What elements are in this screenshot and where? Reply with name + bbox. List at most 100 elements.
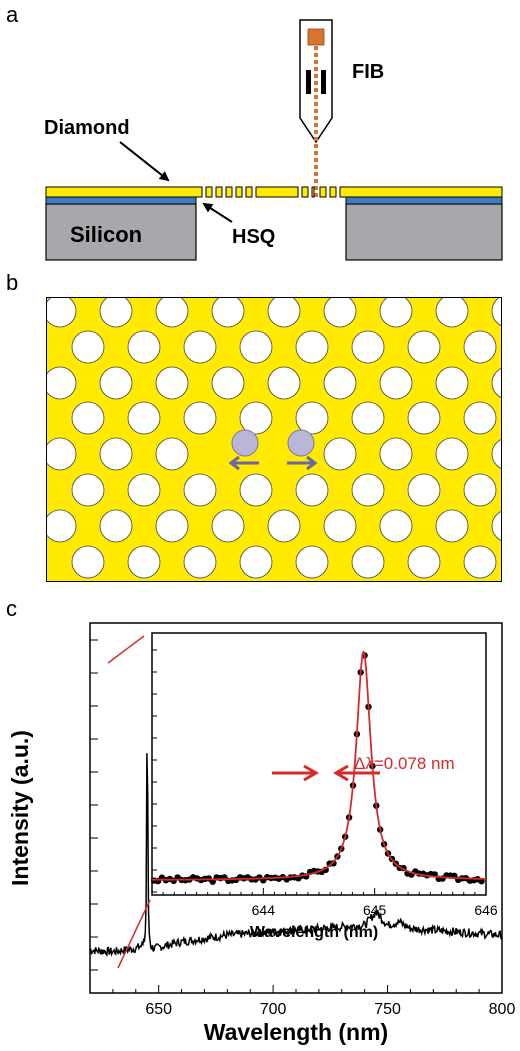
main-x-tick-label: 800	[489, 1001, 516, 1018]
fib-source	[307, 28, 325, 46]
crystal-hole	[267, 509, 301, 543]
crystal-hole	[239, 330, 273, 364]
diamond-label: Diamond	[44, 117, 130, 139]
crystal-hole	[295, 330, 329, 364]
panel-c-letter: c	[6, 596, 17, 621]
inset-x-axis-label: Wavelength (nm)	[250, 924, 378, 941]
crystal-hole	[71, 330, 105, 364]
crystal-hole	[224, 581, 232, 582]
crystal-hole	[183, 401, 217, 435]
inset-data-point	[330, 860, 337, 867]
crystal-hole	[127, 473, 161, 507]
crystal-hole	[71, 545, 105, 579]
crystal-hole	[239, 545, 273, 579]
defect-left	[231, 429, 259, 457]
hsq-right	[345, 196, 503, 205]
crystal-hole	[379, 366, 413, 400]
defect-right	[287, 429, 315, 457]
crystal-hole	[46, 366, 77, 400]
photonic-crystal	[46, 297, 520, 614]
crystal-hole	[351, 330, 385, 364]
crystal-hole	[280, 581, 288, 582]
crystal-hole	[155, 366, 189, 400]
crystal-hole	[155, 297, 189, 328]
diamond-membrane	[45, 186, 503, 198]
inset-x-tick-label: 646	[474, 902, 498, 918]
crystal-hole	[155, 509, 189, 543]
crystal-hole	[336, 581, 344, 582]
crystal-hole	[448, 581, 456, 582]
crystal-border	[46, 297, 502, 582]
main-x-ticks: 650 700 750 800	[89, 985, 516, 1018]
diamond-arrow	[119, 141, 170, 182]
crystal-hole	[323, 297, 357, 328]
crystal-hole	[491, 367, 502, 399]
fib-lens-left	[306, 70, 311, 94]
crystal-hole	[435, 509, 469, 543]
crystal-holes	[46, 297, 520, 614]
crystal-hole	[127, 330, 161, 364]
crystal-hole	[46, 297, 77, 328]
crystal-hole	[379, 437, 413, 471]
crystal-hole	[112, 581, 120, 582]
crystal-hole	[492, 582, 520, 614]
crystal-hole	[435, 366, 469, 400]
main-x-tick-label: 750	[374, 1001, 401, 1018]
crystal-hole	[99, 509, 133, 543]
silicon-right	[345, 203, 503, 261]
crystal-hole	[435, 297, 469, 328]
crystal-hole	[407, 545, 441, 579]
crystal-hole	[71, 401, 105, 435]
crystal-hole	[211, 297, 245, 328]
main-x-axis-label: Wavelength (nm)	[204, 1019, 388, 1045]
main-x-tick-label: 700	[260, 1001, 287, 1018]
inset-x-ticks: 644 645 646	[151, 649, 498, 918]
hsq-arrow	[202, 202, 233, 223]
silicon-label: Silicon	[70, 222, 142, 247]
inset-x-tick-label: 644	[252, 902, 276, 918]
linewidth-label: Δλ=0.078 nm	[354, 754, 455, 773]
fib-lens-right	[321, 70, 326, 94]
crystal-hole	[99, 366, 133, 400]
crystal-hole	[295, 545, 329, 579]
crystal-hole	[379, 297, 413, 328]
zoom-line-top	[107, 635, 145, 664]
crystal-hole	[351, 545, 385, 579]
crystal-hole	[491, 438, 502, 470]
crystal-hole	[71, 473, 105, 507]
shift-arrow-left	[228, 455, 259, 471]
panel-a-letter: a	[6, 2, 19, 27]
hsq-label: HSQ	[232, 226, 275, 248]
crystal-hole	[183, 545, 217, 579]
crystal-hole	[183, 473, 217, 507]
inset-lorentzian-fit	[152, 650, 486, 881]
crystal-hole	[463, 401, 497, 435]
crystal-hole	[463, 473, 497, 507]
crystal-hole	[295, 401, 329, 435]
crystal-hole	[211, 366, 245, 400]
fwhm-arrow-right	[333, 764, 380, 782]
crystal-hole	[323, 509, 357, 543]
main-y-ticks	[90, 639, 98, 971]
main-x-tick-label: 650	[145, 1001, 172, 1018]
crystal-hole	[407, 473, 441, 507]
crystal-hole	[323, 437, 357, 471]
fib-column	[299, 19, 333, 200]
crystal-hole	[155, 437, 189, 471]
crystal-hole	[211, 509, 245, 543]
crystal-hole	[351, 401, 385, 435]
crystal-hole	[127, 545, 161, 579]
crystal-hole	[407, 330, 441, 364]
crystal-hole	[379, 509, 413, 543]
inset-x-tick-label: 645	[363, 902, 387, 918]
main-y-axis-label: Intensity (a.u.)	[7, 730, 33, 886]
crystal-hole	[239, 401, 273, 435]
crystal-hole	[168, 581, 176, 582]
crystal-hole	[46, 509, 77, 543]
main-plot: 650 700 750 800 Wavelength (nm) Intensity (…	[7, 622, 516, 1045]
crystal-hole	[46, 437, 77, 471]
crystal-hole	[56, 581, 64, 582]
crystal-hole	[127, 401, 161, 435]
crystal-hole	[463, 545, 497, 579]
